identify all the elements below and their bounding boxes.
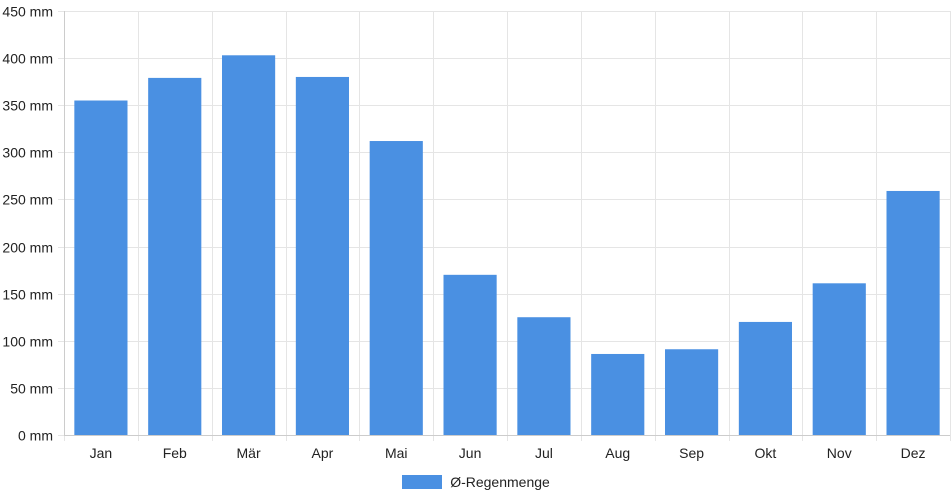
x-tick-label: Jul xyxy=(535,445,553,461)
x-tick-label: Okt xyxy=(755,445,777,461)
bar-Sep xyxy=(665,349,719,435)
x-tick-labels: Jan Feb Mär Apr Mai Jun Jul Aug Sep Okt Nov Dez xyxy=(90,445,926,461)
y-tick-label: 150 mm xyxy=(2,287,53,303)
y-tick-label: 0 mm xyxy=(18,428,53,444)
y-tick-label: 300 mm xyxy=(2,145,53,161)
axes xyxy=(58,11,950,436)
x-tick-label: Aug xyxy=(605,445,630,461)
bar-chart: 0 mm 50 mm 100 mm 150 mm 200 mm 250 mm 300 mm 3… xyxy=(2,4,951,461)
y-tick-label: 50 mm xyxy=(10,381,53,397)
y-tick-label: 350 mm xyxy=(2,98,53,114)
x-tick-label: Nov xyxy=(827,445,852,461)
bar-Nov xyxy=(812,283,866,435)
y-tick-label: 200 mm xyxy=(2,240,53,256)
bar-Aug xyxy=(591,353,645,435)
legend: Ø-Regenmenge xyxy=(0,472,952,492)
y-tick-label: 100 mm xyxy=(2,334,53,350)
x-tick-label: Jan xyxy=(90,445,113,461)
bar-Mai xyxy=(369,141,423,435)
x-tick-label: Sep xyxy=(679,445,704,461)
bar-Apr xyxy=(295,76,349,435)
grid-lines xyxy=(64,11,951,441)
bars xyxy=(74,55,940,436)
y-tick-labels: 0 mm 50 mm 100 mm 150 mm 200 mm 250 mm 300 mm 3… xyxy=(2,4,53,444)
bar-Feb xyxy=(148,77,202,436)
legend-swatch xyxy=(402,475,443,489)
bar-Mär xyxy=(222,55,276,435)
bar-Dez xyxy=(886,190,940,435)
x-tick-label: Dez xyxy=(901,445,926,461)
x-tick-label: Apr xyxy=(312,445,334,461)
x-tick-label: Feb xyxy=(163,445,187,461)
x-tick-label: Jun xyxy=(459,445,482,461)
legend-label: Ø-Regenmenge xyxy=(450,474,550,490)
x-tick-label: Mai xyxy=(385,445,408,461)
y-tick-label: 400 mm xyxy=(2,51,53,67)
y-tick-label: 450 mm xyxy=(2,4,53,20)
y-tick-label: 250 mm xyxy=(2,192,53,208)
bar-Okt xyxy=(738,321,792,435)
x-tick-label: Mär xyxy=(237,445,261,461)
bar-Jan xyxy=(74,100,128,435)
bar-Jun xyxy=(443,274,497,435)
bar-Jul xyxy=(517,317,571,435)
